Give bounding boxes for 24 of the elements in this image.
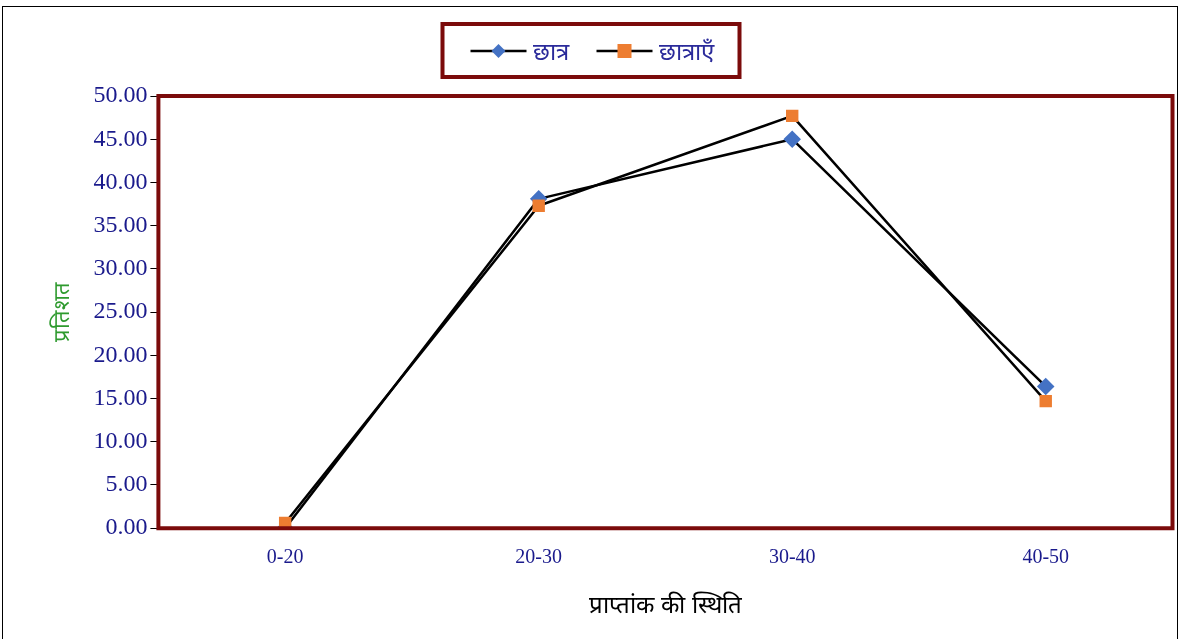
x-tick-label: 0-20 <box>266 545 304 568</box>
point <box>783 130 801 148</box>
y-tick-label: 50.00 <box>93 81 148 108</box>
legend-label: छात्राएँ <box>658 37 714 67</box>
y-axis-title: प्रतिशत <box>49 282 75 343</box>
x-tick-label: 20-30 <box>515 545 563 568</box>
y-tick-label: 35.00 <box>93 210 148 237</box>
y-tick-label: 15.00 <box>93 383 148 410</box>
x-axis-title: प्राप्तांक की स्थिति <box>589 591 743 619</box>
y-tick-label: 5.00 <box>105 470 148 497</box>
y-tick-label: 45.00 <box>93 124 148 151</box>
legend-label: छात्र <box>532 38 569 67</box>
point <box>532 199 545 212</box>
y-tick-label: 10.00 <box>93 427 148 454</box>
y-tick-label: 0.00 <box>105 513 148 540</box>
x-tick-label: 30-40 <box>768 545 816 568</box>
point <box>786 109 799 123</box>
point <box>1039 394 1052 408</box>
point <box>1037 378 1054 395</box>
y-tick-label: 20.00 <box>93 340 148 367</box>
y-tick-label: 30.00 <box>93 254 148 281</box>
x-tick-label: 40-50 <box>1022 545 1070 568</box>
y-tick-label: 40.00 <box>93 167 148 194</box>
y-tick-label: 25.00 <box>93 297 148 324</box>
